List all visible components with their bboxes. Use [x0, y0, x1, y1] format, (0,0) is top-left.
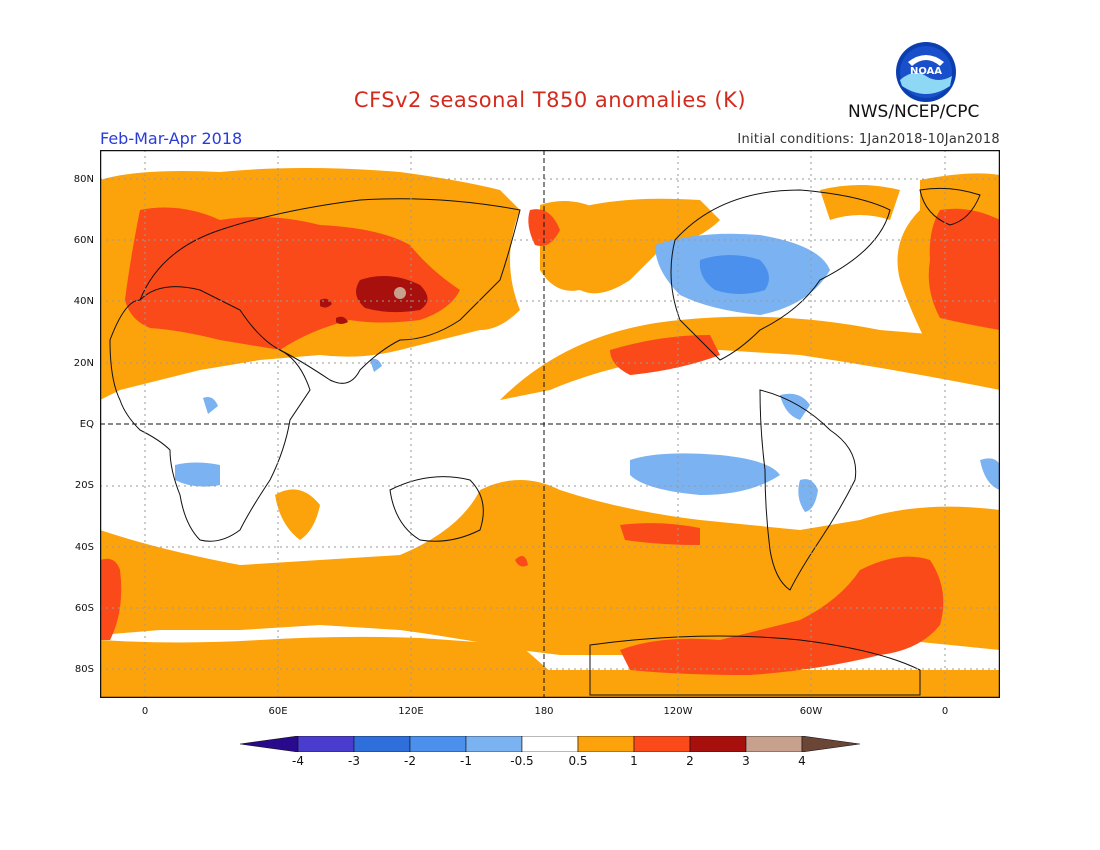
- lon-label-60e: 60E: [268, 706, 288, 717]
- forecast-period: Feb-Mar-Apr 2018: [100, 129, 243, 148]
- grid-lines: [100, 150, 1000, 698]
- cbar-seg-gt-4: [801, 735, 861, 753]
- lat-label-eq: EQ: [79, 419, 94, 430]
- lat-label-40n: 40N: [73, 296, 94, 307]
- cbar-label-neg3: -3: [348, 754, 360, 768]
- lon-label-0: 0: [141, 706, 149, 717]
- anomaly-3-4: [394, 287, 406, 299]
- cbar-label-05: 0.5: [568, 754, 588, 768]
- cbar-label-neg05: -0.5: [510, 754, 534, 768]
- anomaly-neg1-neg2: [699, 255, 769, 294]
- noaa-logo-text: NOAA: [910, 66, 942, 77]
- lat-label-60n: 60N: [73, 235, 94, 246]
- lon-label-120w: 120W: [663, 706, 693, 717]
- cbar-seg-2-3: [689, 735, 747, 753]
- lat-label-40s: 40S: [74, 542, 94, 553]
- initial-conditions: Initial conditions: 1Jan2018-10Jan2018: [737, 132, 1000, 147]
- cbar-seg-2-1: [409, 735, 467, 753]
- lat-label-80n: 80N: [73, 174, 94, 185]
- lon-label-0-right: 0: [941, 706, 949, 717]
- cbar-seg-4-3: [297, 735, 355, 753]
- cbar-seg-1-05: [465, 735, 523, 753]
- cbar-seg-05-1: [577, 735, 635, 753]
- anomaly-map: [99, 149, 1001, 699]
- cbar-seg-lt-4: [239, 735, 299, 753]
- agency-label: NWS/NCEP/CPC: [848, 102, 980, 122]
- cbar-seg-1-2: [633, 735, 691, 753]
- lon-label-180: 180: [534, 706, 554, 717]
- cbar-label-3: 3: [742, 754, 750, 768]
- anomaly-1-2: [100, 207, 1000, 675]
- lat-label-20s: 20S: [74, 480, 94, 491]
- cbar-label-neg1: -1: [460, 754, 472, 768]
- lat-label-20n: 20N: [73, 358, 94, 369]
- cbar-label-neg4: -4: [292, 754, 304, 768]
- lon-label-120e: 120E: [398, 706, 424, 717]
- chart-title: CFSv2 seasonal T850 anomalies (K): [353, 88, 747, 112]
- coastlines: [109, 187, 981, 696]
- cbar-seg-05-05: [521, 735, 579, 753]
- colorbar: [239, 735, 862, 753]
- cbar-label-4: 4: [798, 754, 806, 768]
- noaa-logo: NOAA: [894, 40, 958, 104]
- equator-dateline: [100, 150, 1000, 698]
- cbar-label-neg2: -2: [404, 754, 416, 768]
- cbar-label-2: 2: [686, 754, 694, 768]
- cbar-seg-3-4: [745, 735, 803, 753]
- cbar-label-1: 1: [630, 754, 638, 768]
- lat-label-80s: 80S: [74, 664, 94, 675]
- lat-label-60s: 60S: [74, 603, 94, 614]
- lon-label-60w: 60W: [799, 706, 823, 717]
- cbar-seg-3-2: [353, 735, 411, 753]
